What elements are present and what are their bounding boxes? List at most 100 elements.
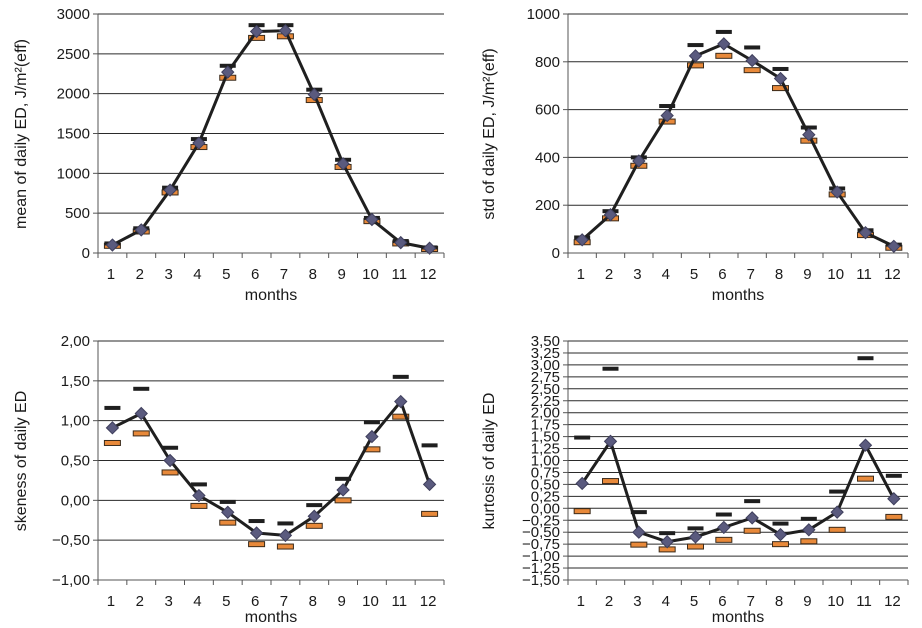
upper-bound-marker	[277, 521, 294, 526]
y-tick-label: 2,00	[61, 333, 90, 350]
x-tick-label: 1	[577, 593, 585, 610]
upper-bound-marker	[421, 443, 438, 448]
x-tick-label: 10	[827, 593, 844, 610]
y-tick-label: 0	[82, 245, 90, 262]
x-tick-label: 10	[362, 266, 379, 283]
y-tick-label: 400	[535, 149, 560, 166]
y-tick-label: 0	[552, 245, 560, 262]
lower-bound-marker	[103, 439, 121, 446]
y-tick-label: 1,00	[531, 453, 560, 470]
y-axis-title: mean of daily ED, J/m²(eff)	[13, 39, 30, 229]
lower-bound-marker	[248, 541, 266, 548]
y-tick-label: −0,50	[522, 524, 560, 541]
data-point	[336, 483, 350, 497]
upper-bound-marker	[829, 489, 846, 494]
upper-bound-marker	[219, 499, 236, 504]
x-tick-label: 2	[136, 266, 144, 283]
x-tick-label: 10	[362, 593, 379, 610]
lower-bound-marker	[715, 536, 733, 543]
x-tick-label: 7	[747, 266, 755, 283]
x-tick-label: 3	[164, 266, 172, 283]
lower-bound-marker	[800, 538, 818, 545]
upper-bound-marker	[133, 386, 150, 391]
x-tick-label: 2	[605, 593, 613, 610]
data-point	[887, 239, 901, 254]
x-tick-label: 6	[251, 266, 259, 283]
data-point	[422, 241, 437, 255]
y-tick-label: 0,25	[531, 488, 560, 505]
lower-bound-marker	[715, 52, 733, 59]
lower-bound-marker	[857, 475, 874, 482]
upper-bound-marker	[104, 405, 121, 410]
y-tick-label: −1,00	[52, 572, 90, 589]
data-point	[858, 438, 873, 452]
x-axis-title: months	[245, 287, 297, 304]
upper-bound-marker	[715, 29, 732, 34]
y-tick-label: 500	[65, 205, 90, 222]
data-point	[688, 530, 703, 544]
upper-bound-marker	[248, 519, 265, 524]
data-point	[163, 183, 177, 197]
upper-bound-marker	[687, 43, 704, 48]
x-tick-label: 3	[633, 266, 641, 283]
lower-bound-marker	[602, 478, 619, 485]
x-tick-label: 12	[420, 593, 437, 610]
y-tick-label: 1,50	[531, 429, 560, 446]
x-tick-label: 4	[662, 593, 670, 610]
x-tick-label: 4	[193, 593, 201, 610]
data-point	[858, 225, 873, 240]
data-point	[632, 154, 646, 168]
data-point	[802, 523, 816, 537]
data-point	[745, 53, 759, 68]
y-tick-label: −1,50	[522, 572, 560, 589]
y-tick-label: 3000	[57, 6, 90, 23]
lower-bound-marker	[276, 543, 294, 550]
x-tick-label: 2	[605, 266, 613, 283]
y-tick-label: 1,00	[61, 413, 90, 430]
data-point	[365, 212, 379, 227]
y-axis-title: std of daily ED, J/m²(eff)	[481, 48, 498, 219]
y-tick-label: 0,75	[531, 464, 560, 481]
y-tick-label: 3,25	[531, 345, 560, 362]
x-tick-label: 3	[633, 593, 641, 610]
data-point	[249, 24, 264, 39]
upper-bound-marker	[744, 499, 761, 504]
lower-bound-marker	[190, 502, 208, 509]
x-tick-label: 9	[803, 593, 811, 610]
data-point	[307, 509, 321, 523]
series-line	[580, 439, 896, 544]
upper-bound-marker	[574, 435, 591, 440]
data-point	[105, 238, 120, 252]
data-point	[802, 127, 816, 142]
y-tick-label: 2,25	[531, 393, 560, 410]
upper-bound-marker	[190, 482, 207, 487]
upper-bound-marker	[744, 45, 761, 50]
x-tick-label: 6	[718, 266, 726, 283]
y-tick-label: 200	[535, 197, 560, 214]
data-point	[307, 87, 321, 102]
x-tick-label: 5	[222, 593, 230, 610]
data-point	[134, 223, 148, 237]
data-point	[745, 511, 759, 525]
x-tick-label: 12	[420, 266, 437, 283]
upper-bound-marker	[772, 66, 789, 71]
data-point	[717, 520, 731, 535]
x-tick-label: 11	[856, 266, 872, 283]
data-point	[688, 49, 703, 63]
x-tick-label: 10	[827, 266, 844, 283]
lower-bound-marker	[161, 469, 179, 476]
upper-bound-marker	[857, 356, 874, 361]
lower-bound-marker	[421, 510, 439, 517]
upper-bound-marker	[659, 531, 676, 536]
upper-bound-marker	[335, 476, 352, 481]
y-tick-label: 0,00	[531, 500, 560, 517]
data-point	[192, 488, 206, 503]
data-point	[221, 65, 235, 79]
data-point	[192, 136, 206, 150]
upper-bound-marker	[772, 521, 789, 526]
upper-bound-marker	[162, 445, 179, 450]
x-tick-label: 1	[107, 266, 115, 283]
data-point	[773, 527, 788, 542]
data-point	[365, 429, 379, 444]
